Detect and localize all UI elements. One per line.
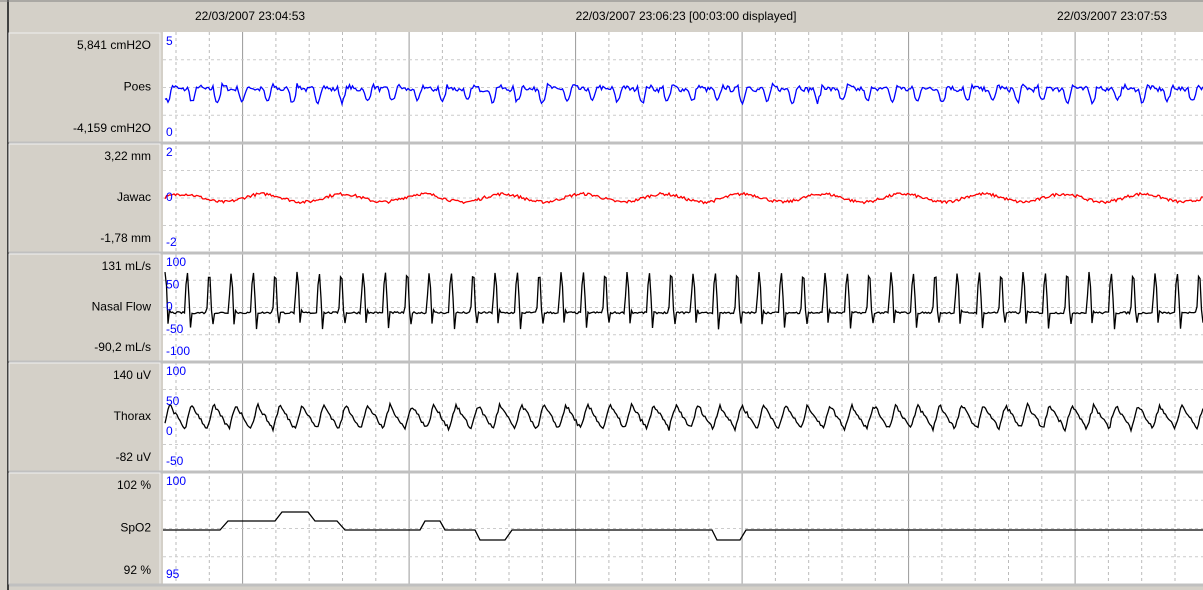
scale-label: 100 [166,364,186,378]
scale-label: 0 [166,190,173,204]
scale-label: 0 [166,300,173,314]
channel-name: Thorax [114,409,151,423]
signal-trace [163,511,1203,541]
channel-name: Nasal Flow [92,300,152,314]
scale-label: 2 [166,145,173,159]
window-time: 22/03/2007 23:06:23 [00:03:00 displayed] [576,9,797,23]
scale-label: -50 [166,454,184,468]
scale-label: 0 [166,125,173,139]
channel-min: -82 uV [116,450,151,464]
scale-label: -100 [166,344,190,358]
channel-min: -1,78 mm [100,231,151,245]
channel-label-panel [8,253,161,362]
scale-label: 100 [166,255,186,269]
channel-name: Jawac [117,190,151,204]
signal-trace [164,81,1203,107]
end-time: 22/03/2007 23:07:53 [1057,9,1167,23]
channel-max: 5,841 cmH2O [77,38,151,52]
channel-min: 92 % [124,563,152,577]
scale-label: 0 [166,424,173,438]
channel-label-panel [8,143,161,253]
scale-label: 50 [166,394,180,408]
scale-label: -50 [166,322,184,336]
signal-trace [164,401,1203,434]
plot-area [163,32,1203,585]
channel-min: -90,2 mL/s [94,340,151,354]
scale-label: 95 [166,567,180,581]
signal-trace [164,271,1203,330]
scale-label: -2 [166,235,177,249]
signal-trace [164,191,1203,205]
channel-min: -4,159 cmH2O [73,121,151,135]
scale-label: 50 [166,277,180,291]
scale-label: 5 [166,34,173,48]
channel-max: 131 mL/s [102,259,151,273]
start-time: 22/03/2007 23:04:53 [195,9,305,23]
scale-label: 100 [166,474,186,488]
channel-max: 140 uV [113,368,151,382]
channel-name: SpO2 [120,521,151,535]
channel-max: 102 % [117,478,151,492]
channel-label-panel [8,32,161,143]
channel-name: Poes [124,80,151,94]
channel-max: 3,22 mm [104,149,151,163]
channel-label-panel [8,362,161,472]
